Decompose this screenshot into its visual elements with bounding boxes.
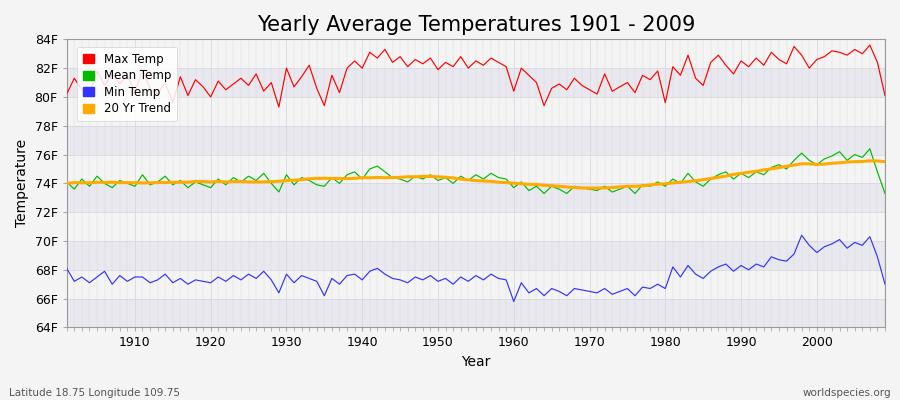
Bar (67, 68, 885, 97)
Bar (67, 241, 885, 270)
Bar (67, 39, 885, 68)
Bar (67, 154, 885, 183)
X-axis label: Year: Year (461, 355, 491, 369)
Bar (67, 183, 885, 212)
Legend: Max Temp, Mean Temp, Min Temp, 20 Yr Trend: Max Temp, Mean Temp, Min Temp, 20 Yr Tre… (76, 47, 177, 121)
Bar (67, 97, 885, 126)
Text: worldspecies.org: worldspecies.org (803, 388, 891, 398)
Y-axis label: Temperature: Temperature (15, 139, 29, 228)
Bar (67, 299, 885, 328)
Bar (67, 270, 885, 299)
Title: Yearly Average Temperatures 1901 - 2009: Yearly Average Temperatures 1901 - 2009 (256, 15, 695, 35)
Bar (67, 212, 885, 241)
Bar (67, 126, 885, 154)
Text: Latitude 18.75 Longitude 109.75: Latitude 18.75 Longitude 109.75 (9, 388, 180, 398)
